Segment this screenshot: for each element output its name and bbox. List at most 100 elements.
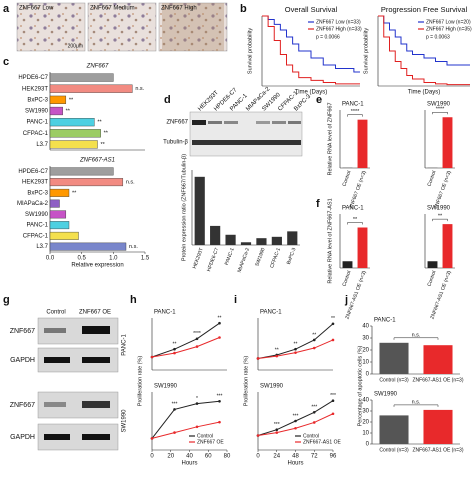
significance: n.s.: [129, 244, 138, 250]
band: [82, 434, 110, 440]
p-value: p = 0.0063: [426, 34, 450, 40]
marker: [312, 421, 316, 424]
y-axis-label: Percentage of apoptotic cells (%): [357, 345, 363, 426]
significance: **: [438, 214, 443, 220]
band: [224, 121, 238, 124]
marker: [331, 338, 335, 342]
x-tick-label: 0.5: [77, 256, 86, 262]
band: [82, 326, 110, 334]
bar: [49, 242, 127, 251]
x-tick-label: 48: [292, 454, 299, 460]
significance-bracket: [347, 114, 363, 117]
legend-label: ZNF667 High (n=33): [316, 26, 362, 32]
bar: [49, 167, 114, 176]
bar: [49, 129, 101, 138]
band: [288, 121, 301, 124]
marker: [195, 337, 199, 341]
category-label: SW1990: [25, 212, 49, 218]
band: [208, 121, 222, 124]
bar: [194, 176, 205, 245]
panel-label: i: [234, 294, 237, 306]
blot: [189, 111, 303, 157]
category-label: PANC-1: [224, 247, 236, 266]
band: [44, 434, 70, 440]
p-value: p = 0.0066: [316, 34, 340, 40]
significance: **: [294, 342, 298, 348]
category-label: MIAPaCa-2: [237, 247, 252, 274]
chart-title: SW1990: [427, 102, 451, 108]
legend-label: ZNF667-AS1 OE: [303, 439, 341, 445]
significance: **: [218, 316, 222, 322]
blot-row-label: GAPDH: [10, 434, 35, 441]
bar: [49, 118, 95, 127]
chart-title: ZNF667-AS1: [79, 158, 115, 164]
legend-label: ZNF667 High (n=35): [426, 26, 472, 32]
significance: **: [331, 316, 335, 322]
bar: [240, 242, 252, 245]
band: [192, 120, 206, 125]
marker: [256, 357, 260, 360]
marker: [173, 431, 176, 434]
bar: [357, 119, 368, 168]
significance: *: [196, 396, 198, 402]
significance: n.s.: [126, 180, 135, 186]
ihc-image: [158, 2, 228, 52]
chart-title: PANC-1: [374, 318, 396, 324]
image-label: ZNF667 Medium: [90, 6, 135, 12]
significance: **: [97, 120, 102, 126]
panel-label: b: [240, 3, 247, 15]
y-tick-label: 20: [362, 348, 369, 354]
category-label: Control: [426, 170, 437, 187]
legend-label: Control: [303, 433, 319, 439]
category-label: HPDE6-C7: [18, 75, 48, 81]
marker: [195, 402, 199, 405]
significance: ***: [293, 413, 299, 419]
y-axis-label: Survival probability: [247, 28, 253, 74]
legend-label: ZNF667 Low (n=20): [426, 19, 471, 25]
marker: [218, 321, 221, 325]
blot-row-label: ZNF667: [10, 402, 35, 409]
x-tick-label: 80: [224, 454, 231, 460]
band: [192, 140, 301, 145]
bar: [49, 178, 124, 187]
significance: n.s.: [412, 399, 421, 405]
chart-title: PANC-1: [260, 310, 282, 316]
significance: ***: [217, 394, 223, 400]
category-label: CFPAC-1: [23, 131, 49, 137]
ihc-stain: [162, 3, 224, 51]
survival-curve: [262, 15, 360, 85]
x-tick-label: 24: [273, 454, 280, 460]
x-tick-label: 1.0: [109, 256, 118, 262]
significance: **: [353, 217, 358, 223]
significance-bracket: [393, 404, 439, 407]
bar: [423, 409, 453, 444]
marker: [294, 351, 297, 354]
chart-title: SW1990: [427, 206, 451, 212]
marker: [173, 347, 176, 351]
y-axis-label: Proliferation rate (%): [137, 356, 143, 407]
chart-title: ZNF667: [86, 64, 109, 70]
x-tick-label: 72: [311, 454, 318, 460]
category-label: Control (n=3): [379, 377, 409, 383]
band: [256, 121, 270, 124]
bar: [427, 261, 438, 268]
band: [82, 401, 110, 408]
bar: [49, 140, 98, 149]
category-label: HEK293T: [22, 86, 48, 92]
marker: [294, 426, 297, 430]
band: [44, 402, 66, 407]
category-label: HPDE6-C7: [18, 169, 48, 175]
bar: [379, 415, 409, 444]
y-axis-label: Proliferation rate (%): [243, 356, 249, 407]
bar: [442, 224, 453, 268]
marker: [173, 351, 176, 355]
significance: **: [101, 142, 106, 148]
x-tick-label: 1.5: [141, 256, 150, 262]
chart-title: Progression Free Survival: [381, 5, 468, 14]
marker: [294, 347, 297, 351]
significance: **: [66, 108, 71, 114]
survival-curve: [378, 15, 470, 86]
x-axis-label: Relative expression: [71, 263, 123, 269]
marker: [331, 412, 335, 416]
significance-bracket: [393, 337, 439, 340]
